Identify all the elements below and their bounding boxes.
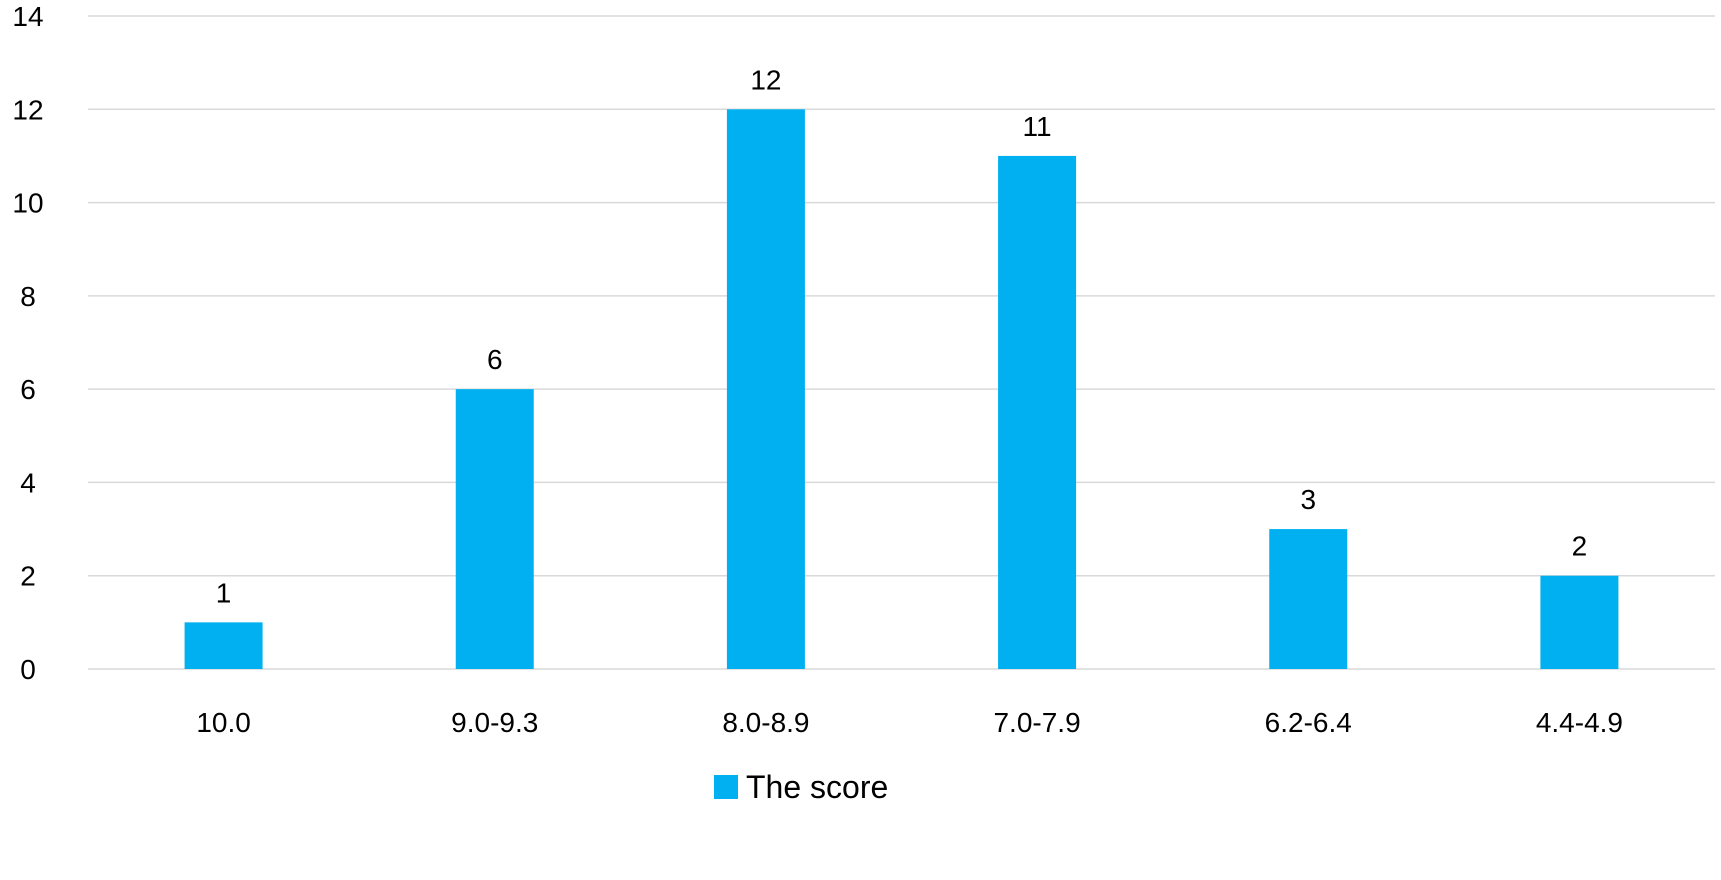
x-axis-tick-labels: 10.0 9.0-9.3 8.0-8.9 7.0-7.9 6.2-6.4 4.4-4.9	[196, 707, 1623, 738]
y-tick-label: 2	[20, 561, 36, 592]
x-tick-label: 7.0-7.9	[993, 707, 1080, 738]
x-tick-label: 4.4-4.9	[1536, 707, 1623, 738]
data-label: 2	[1572, 531, 1588, 562]
legend-label: The score	[746, 769, 888, 805]
x-tick-label: 9.0-9.3	[451, 707, 538, 738]
data-label: 1	[216, 577, 232, 608]
data-labels: 1 6 12 11 3 2	[216, 64, 1587, 608]
y-tick-label: 4	[20, 467, 36, 498]
y-tick-label: 10	[12, 188, 43, 219]
y-axis-tick-labels: 0 2 4 6 8 10 12 14	[12, 1, 43, 685]
data-label: 11	[1023, 111, 1052, 142]
x-tick-label: 6.2-6.4	[1265, 707, 1352, 738]
y-tick-label: 6	[20, 374, 36, 405]
data-label: 3	[1300, 484, 1316, 515]
x-tick-label: 10.0	[196, 707, 251, 738]
y-tick-label: 8	[20, 281, 36, 312]
y-tick-label: 0	[20, 654, 36, 685]
gridlines	[88, 15, 1715, 670]
y-tick-label: 14	[12, 1, 43, 32]
data-label: 12	[750, 64, 781, 95]
legend-swatch	[714, 775, 738, 799]
bar-7.0-7.9[interactable]	[998, 155, 1077, 669]
data-label: 6	[487, 344, 503, 375]
bar-4.4-4.9[interactable]	[1540, 575, 1619, 669]
bars	[184, 109, 1619, 670]
bar-6.2-6.4[interactable]	[1269, 529, 1348, 669]
legend: The score	[714, 769, 888, 805]
bar-9.0-9.3[interactable]	[455, 389, 534, 669]
y-tick-label: 12	[12, 94, 43, 125]
x-tick-label: 8.0-8.9	[722, 707, 809, 738]
bar-8.0-8.9[interactable]	[726, 109, 805, 670]
bar-10.0[interactable]	[184, 622, 263, 669]
